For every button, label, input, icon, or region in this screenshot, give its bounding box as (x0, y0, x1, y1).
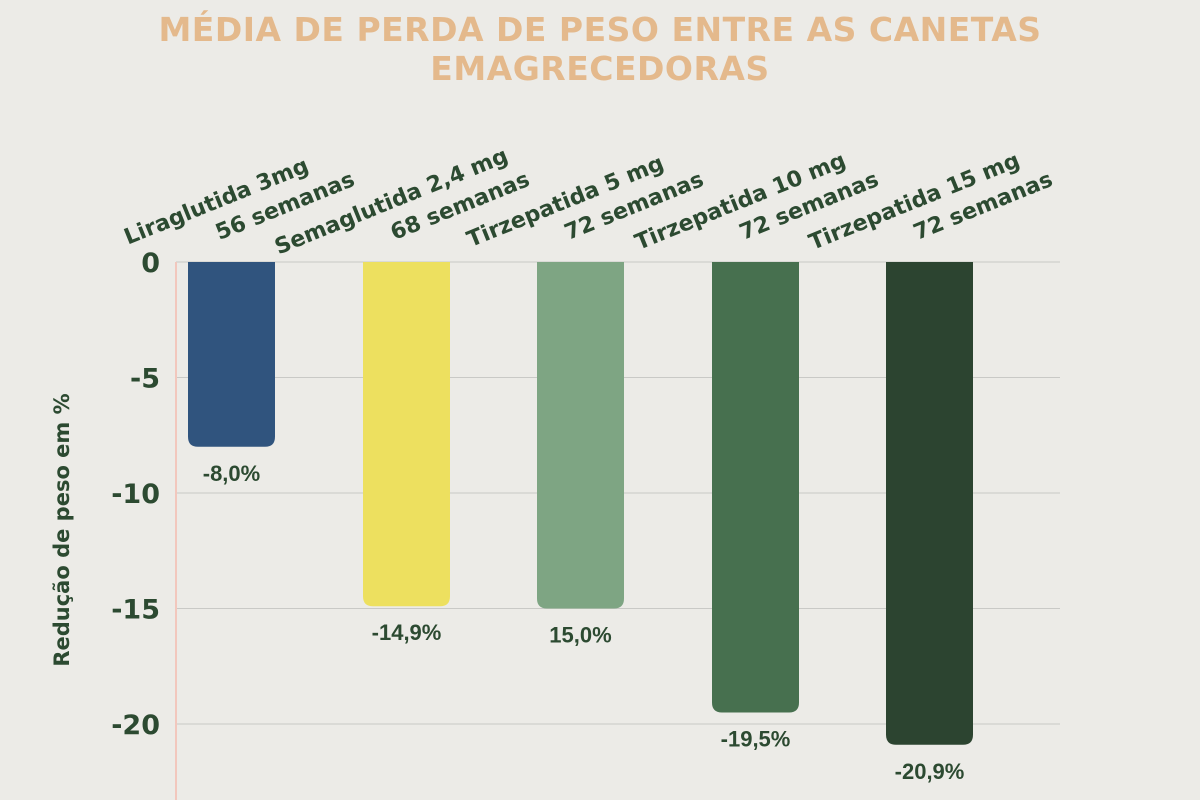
data-label: -14,9% (372, 620, 442, 645)
data-label: -8,0% (203, 461, 260, 486)
bar (537, 262, 624, 609)
data-label: -20,9% (895, 759, 965, 784)
chart-title: MÉDIA DE PERDA DE PESO ENTRE AS CANETAS … (158, 10, 1042, 88)
data-label: -19,5% (721, 726, 791, 751)
bar (363, 262, 450, 607)
y-tick-label: -20 (111, 710, 160, 741)
y-tick-label: -5 (130, 364, 160, 395)
bar (886, 262, 973, 745)
y-tick-label: 0 (141, 248, 160, 279)
y-tick-label: -10 (111, 479, 160, 510)
y-tick-label: -15 (111, 595, 160, 626)
bar (188, 262, 275, 447)
data-label: 15,0% (549, 623, 611, 648)
bar (712, 262, 799, 713)
